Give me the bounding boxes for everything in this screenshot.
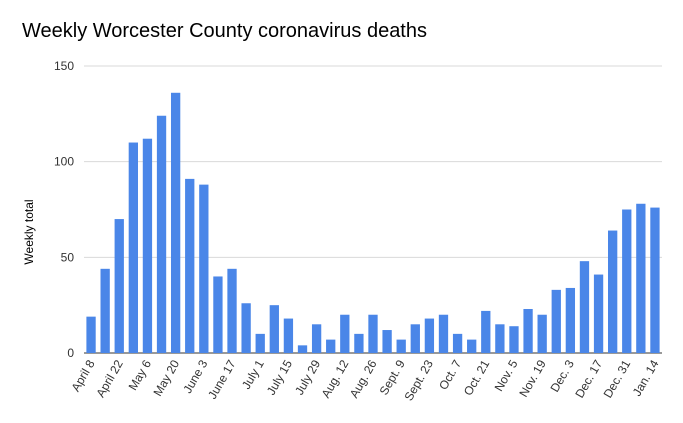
- bar: [185, 178, 195, 353]
- bar: [410, 324, 420, 353]
- bar: [199, 184, 209, 353]
- bar: [382, 330, 392, 353]
- bar: [452, 333, 463, 353]
- bar: [368, 314, 378, 353]
- bar: [424, 318, 435, 353]
- bar: [311, 324, 322, 353]
- x-tick-label: May 6: [126, 357, 155, 393]
- bar: [467, 339, 477, 353]
- y-tick-label: 50: [61, 250, 75, 264]
- x-tick-label: April 8: [69, 357, 98, 394]
- x-tick-label: Dec. 3: [547, 357, 577, 394]
- y-tick-label: 0: [67, 346, 74, 360]
- bar: [354, 333, 364, 353]
- bar: [170, 92, 181, 353]
- bar: [650, 207, 660, 353]
- bar: [438, 314, 449, 353]
- x-tick-label: April 22: [93, 357, 126, 400]
- x-tick-label: Dec. 31: [601, 357, 634, 400]
- bar: [227, 268, 237, 353]
- bar: [396, 339, 406, 353]
- x-tick-label: July 15: [264, 357, 295, 397]
- bar: [142, 138, 153, 353]
- bar: [537, 314, 547, 353]
- x-tick-label: June 3: [180, 357, 210, 395]
- bar: [86, 316, 96, 353]
- bar: [326, 339, 336, 353]
- bar: [593, 274, 604, 353]
- x-tick-label: June 17: [205, 357, 239, 401]
- y-tick-label: 100: [54, 155, 74, 169]
- x-tick-label: Jan. 14: [630, 357, 662, 398]
- y-axis-label: Weekly total: [22, 199, 36, 264]
- bar: [608, 230, 618, 353]
- y-tick-label: 150: [54, 59, 74, 73]
- bar: [241, 303, 251, 353]
- bar: [495, 324, 505, 353]
- bar: [297, 345, 308, 353]
- x-tick-label: Oct. 7: [436, 357, 464, 392]
- bar: [156, 115, 167, 353]
- bar: [128, 142, 138, 353]
- chart-title: Weekly Worcester County coronavirus deat…: [22, 20, 427, 42]
- bar: [114, 219, 124, 353]
- bar: [340, 314, 350, 353]
- bar: [523, 308, 533, 353]
- bar: [481, 310, 491, 353]
- bars: [86, 92, 660, 353]
- bar: [213, 276, 223, 353]
- x-tick-label: Nov. 5: [492, 357, 521, 394]
- bar: [269, 305, 279, 353]
- x-tick-label: Nov. 19: [516, 357, 549, 399]
- x-tick-label: July 1: [239, 357, 267, 391]
- y-axis-ticks: 0 50 100 150: [54, 59, 74, 360]
- bar: [283, 318, 294, 353]
- bar: [565, 287, 576, 353]
- x-tick-label: Aug. 26: [347, 357, 380, 400]
- x-tick-label: May 20: [150, 357, 182, 398]
- bar: [551, 289, 561, 353]
- bar: [509, 326, 519, 353]
- bar: [636, 203, 646, 353]
- bar: [622, 209, 632, 353]
- bar: [100, 268, 110, 353]
- bar: [579, 261, 590, 353]
- bar: [255, 333, 265, 353]
- gridlines: [84, 65, 662, 354]
- x-tick-label: Oct. 21: [461, 357, 493, 398]
